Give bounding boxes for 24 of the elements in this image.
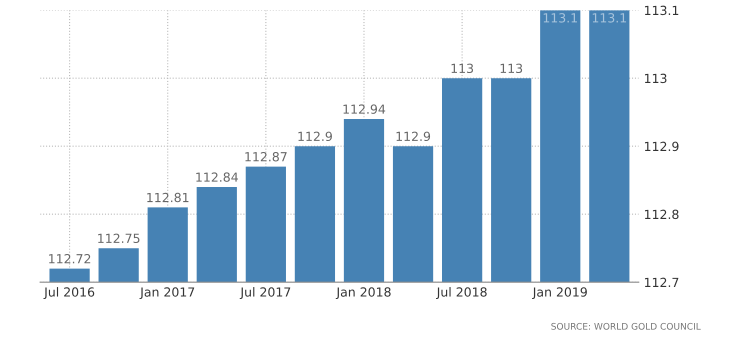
data-label: 113 [452, 64, 474, 74]
data-label: 112.9 [396, 132, 430, 142]
x-tick-label: Jan 2017 [140, 287, 194, 300]
x-tick-label: Jul 2016 [44, 287, 94, 300]
data-label: 113.1 [592, 13, 626, 23]
x-tick-label: Jan 2018 [336, 287, 391, 300]
y-tick-label: 112.7 [644, 278, 678, 287]
data-label: 113.1 [544, 13, 577, 23]
x-tick-label: Jul 2017 [240, 287, 290, 300]
source-note: SOURCE: WORLD GOLD COUNCIL [551, 322, 701, 330]
data-label: 112.84 [196, 172, 238, 182]
data-label: 112.75 [98, 234, 140, 244]
data-label: 112.9 [298, 132, 332, 142]
data-label: 112.81 [147, 192, 188, 202]
data-label: 113 [500, 64, 522, 74]
data-label: 112.94 [343, 104, 386, 114]
y-tick-label: 112.9 [644, 142, 679, 152]
y-tick-label: 113.1 [644, 6, 678, 16]
x-tick-label: Jul 2018 [436, 287, 487, 300]
data-label: 112.72 [49, 254, 90, 264]
y-tick-label: 112.8 [644, 210, 679, 220]
y-tick-label: 113 [644, 74, 666, 84]
x-tick-label: Jan 2019 [532, 287, 587, 300]
data-label: 112.87 [245, 152, 287, 162]
